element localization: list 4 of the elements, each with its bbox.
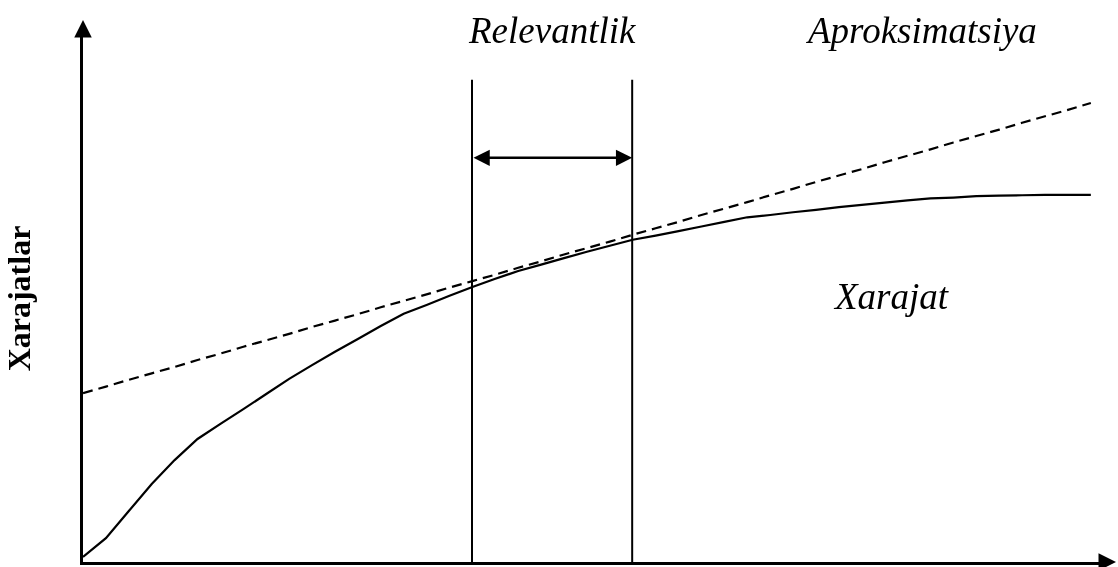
y-axis-title: Xarajatlar xyxy=(1,225,38,372)
text: Relevantlik xyxy=(468,10,636,51)
series-label: Aproksimatsiya xyxy=(805,10,1037,51)
series-label: Xarajat xyxy=(833,276,950,317)
